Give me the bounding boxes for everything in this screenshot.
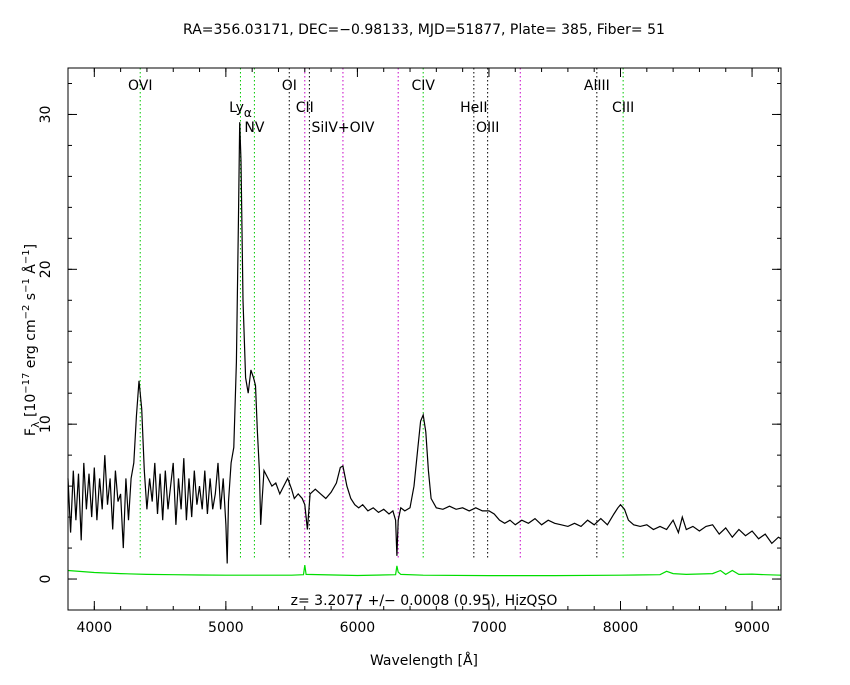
line-label-SiIV+OIV: SiIV+OIV xyxy=(311,120,374,136)
redshift-label: z= 3.2077 +/− 0.0008 (0.95), HizQSO xyxy=(291,593,558,609)
x-axis-label: Wavelength [Å] xyxy=(370,652,478,669)
line-label-text-NV: NV xyxy=(244,120,264,136)
y-label-exp1b: −1 xyxy=(21,249,32,264)
line-label-CII: CII xyxy=(296,100,314,116)
line-label-text-OVI: OVI xyxy=(128,78,152,94)
chart-title: RA=356.03171, DEC=−0.98133, MJD=51877, P… xyxy=(183,22,665,38)
y-label-open: [10 xyxy=(23,394,39,422)
y-label-f: F xyxy=(23,428,39,436)
line-label-text-Ly-alpha: Ly xyxy=(229,100,244,116)
y-axis-label: Fλ [10−17 erg cm−2 s−1 Å−1] xyxy=(21,244,42,436)
line-label-text-CII: CII xyxy=(296,100,314,116)
x-tick-label: 6000 xyxy=(340,620,376,636)
line-label-Ly-alpha: Lyα xyxy=(229,100,252,120)
y-label-erg: erg cm xyxy=(23,319,39,372)
line-label-text-OIII: OIII xyxy=(476,120,499,136)
y-label-s: s xyxy=(23,293,39,305)
x-tick-label: 8000 xyxy=(603,620,639,636)
x-tick-label: 9000 xyxy=(734,620,770,636)
axes-group: 4000 5000 6000 7000 8000 9000 0 10 20 30 xyxy=(38,67,782,636)
line-label-text-HeII: HeII xyxy=(460,100,487,116)
y-label-exp2: −2 xyxy=(21,305,32,320)
y-tick-label: 10 xyxy=(38,415,54,433)
x-tick-label: 4000 xyxy=(76,620,112,636)
line-label-OI: OI xyxy=(282,78,297,94)
y-label-ang: Å xyxy=(22,264,39,278)
plot-frame xyxy=(67,67,782,611)
line-label-text-CIV: CIV xyxy=(411,78,435,94)
y-tick-label: 0 xyxy=(38,575,54,584)
line-label-NV: NV xyxy=(244,120,264,136)
series-line-flux xyxy=(67,122,782,564)
line-label-AlIII: AlIII xyxy=(584,78,610,94)
line-label-CIII: CIII xyxy=(612,100,634,116)
line-label-CIV: CIV xyxy=(411,78,435,94)
line-label-text-AlIII: AlIII xyxy=(584,78,610,94)
line-label-text-SiIV+OIV: SiIV+OIV xyxy=(311,120,374,136)
series-group xyxy=(67,122,782,577)
series-line-error xyxy=(67,565,782,577)
y-label-exp1a: −1 xyxy=(21,278,32,293)
y-label-close: ] xyxy=(23,244,39,249)
line-label-sub-Ly-alpha: α xyxy=(244,106,252,120)
line-label-OIII: OIII xyxy=(476,120,499,136)
x-tick-label: 5000 xyxy=(208,620,244,636)
line-label-text-OI: OI xyxy=(282,78,297,94)
line-label-text-CIII: CIII xyxy=(612,100,634,116)
y-label-exp17: −17 xyxy=(21,373,32,394)
line-label-OVI: OVI xyxy=(128,78,152,94)
y-tick-label: 20 xyxy=(38,260,54,278)
line-label-HeII: HeII xyxy=(460,100,487,116)
y-label-lambda: λ xyxy=(29,421,42,428)
x-tick-label: 7000 xyxy=(471,620,507,636)
y-tick-label: 30 xyxy=(38,106,54,124)
